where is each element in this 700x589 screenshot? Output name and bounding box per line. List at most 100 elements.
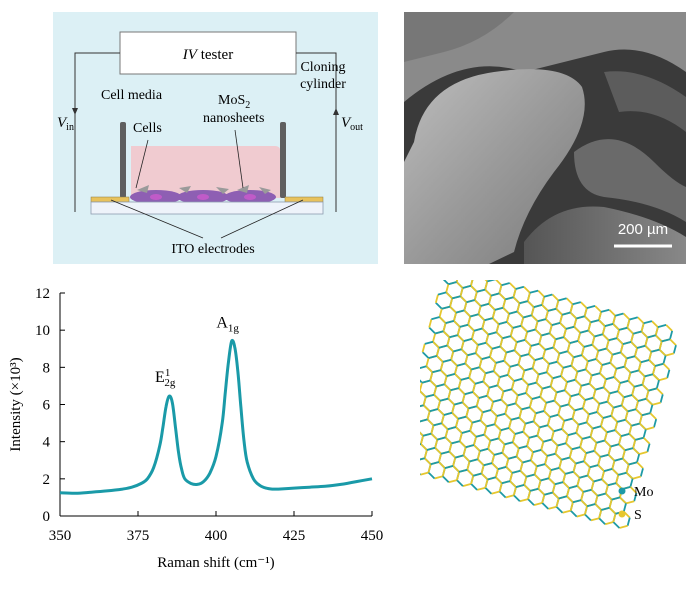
lattice-bond: [541, 502, 549, 510]
lattice-bond: [627, 408, 637, 413]
sem-image: 200 µm: [404, 12, 686, 264]
lattice-bond: [487, 448, 495, 456]
lattice-bond: [493, 370, 501, 378]
lattice-bond: [508, 427, 516, 435]
lattice-bond: [616, 337, 624, 345]
y-tick-label: 2: [43, 472, 51, 488]
lattice-bond: [623, 394, 633, 399]
lattice-bond: [559, 314, 564, 324]
lattice-bond: [426, 446, 436, 451]
scale-bar-label: 200 µm: [618, 221, 668, 238]
lattice-bond: [484, 280, 488, 283]
lattice-bond: [529, 487, 539, 492]
lattice-bond: [570, 393, 580, 398]
lattice-bond: [464, 362, 472, 371]
lattice-bond: [553, 399, 562, 408]
lattice-bond: [543, 410, 551, 418]
lattice-bond: [476, 288, 486, 293]
hexagonal-lattice: [420, 280, 677, 529]
lattice-bond: [530, 306, 535, 316]
lattice-bond: [537, 318, 547, 323]
lattice-bond: [468, 369, 473, 378]
lattice-bond: [605, 340, 610, 349]
lattice-bond: [601, 325, 606, 335]
lattice-bond: [442, 475, 450, 483]
lattice-bond: [523, 476, 528, 486]
lattice-bond: [455, 280, 459, 283]
lattice-bond: [515, 448, 520, 457]
lattice-bond: [646, 443, 651, 453]
lattice-bond: [612, 315, 617, 325]
lattice-bond: [544, 463, 552, 471]
lattice-bond: [651, 320, 659, 328]
lattice-bond: [490, 401, 494, 411]
lattice-bond: [509, 327, 514, 337]
lattice-bond: [579, 446, 587, 454]
lattice-bond: [555, 498, 560, 507]
lattice-bond: [450, 387, 459, 392]
lattice-bond: [562, 328, 567, 338]
lattice-bond: [477, 341, 487, 346]
lattice-bond: [578, 385, 583, 395]
lattice-bond: [458, 468, 468, 473]
lattice-bond: [457, 334, 465, 342]
y-tick-label: 8: [43, 360, 51, 376]
sem-image-panel: 200 µm: [404, 12, 686, 264]
lattice-bond: [438, 316, 447, 324]
lattice-bond: [559, 350, 568, 355]
lattice-bond: [486, 423, 495, 428]
lattice-bond: [565, 297, 574, 305]
lattice-bond: [500, 398, 509, 407]
lattice-bond: [541, 296, 546, 306]
lattice-bond: [491, 345, 501, 350]
lattice-bond: [505, 466, 513, 474]
lattice-bond: [565, 434, 569, 444]
lattice-bond: [592, 425, 602, 430]
lattice-bond: [545, 318, 553, 326]
lattice-bond: [433, 394, 441, 402]
lattice-bond: [633, 330, 642, 335]
lattice-bond: [526, 445, 534, 453]
lattice-bond: [507, 374, 515, 382]
lattice-bond: [464, 355, 469, 364]
lattice-bond: [573, 354, 583, 359]
lattice-bond: [574, 379, 582, 387]
lattice-bond: [498, 490, 507, 499]
lattice-bond: [478, 394, 488, 399]
lattice-bond: [597, 492, 606, 497]
lattice-bond: [420, 390, 427, 398]
lattice-bond: [568, 485, 578, 489]
lattice-bond: [484, 487, 493, 495]
lattice-bond: [571, 417, 580, 426]
lattice-bond: [548, 477, 556, 485]
lattice-bond: [632, 447, 640, 455]
lattice-bond: [484, 479, 489, 488]
lattice-bond: [638, 451, 648, 455]
lattice-bond: [435, 347, 440, 357]
lattice-bond: [624, 411, 629, 420]
lattice-bond: [548, 505, 557, 510]
lattice-bond: [536, 427, 541, 436]
lattice-bond: [562, 481, 570, 489]
lattice-bond: [430, 432, 438, 441]
lattice-bond: [470, 285, 478, 293]
lattice-bond: [592, 397, 600, 405]
lattice-bond: [454, 401, 463, 406]
ito-electrode-right: [284, 196, 324, 203]
pointer-cells: [135, 139, 149, 189]
lattice-bond: [499, 338, 504, 347]
lattice-bond: [459, 295, 468, 303]
lattice-bond: [518, 416, 527, 425]
lattice-bond: [443, 383, 452, 391]
lattice-bond: [448, 450, 456, 459]
lattice-bond: [567, 403, 576, 412]
lattice-bond: [477, 305, 482, 315]
lattice-bond: [599, 364, 603, 374]
lattice-bond: [554, 445, 559, 454]
lattice-bond: [583, 307, 588, 317]
lattice-bond: [632, 475, 642, 480]
lattice-bond: [490, 409, 498, 417]
lattice-bond: [513, 494, 521, 502]
lattice-bond: [570, 509, 578, 518]
cloning-cylinder-left: [120, 122, 126, 198]
